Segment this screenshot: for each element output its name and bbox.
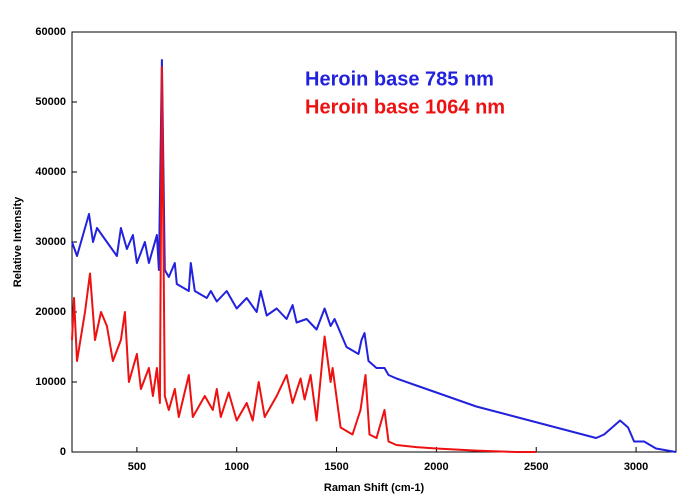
x-axis-label: Raman Shift (cm-1) [324, 482, 425, 494]
legend-label: Heroin base 785 nm [305, 68, 494, 90]
x-tick-label: 3000 [624, 461, 648, 473]
y-tick-label: 60000 [35, 26, 66, 38]
x-tick-label: 1000 [224, 461, 248, 473]
y-tick-label: 10000 [35, 376, 66, 388]
y-tick-label: 0 [60, 446, 66, 458]
series-line [71, 66, 537, 453]
y-tick-label: 50000 [35, 96, 66, 108]
x-tick-label: 2500 [524, 461, 548, 473]
y-tick-label: 20000 [35, 306, 66, 318]
y-tick-label: 30000 [35, 236, 66, 248]
y-axis-label: Relative Intensity [12, 196, 24, 287]
x-tick-label: 1500 [324, 461, 348, 473]
legend-label: Heroin base 1064 nm [305, 96, 505, 118]
x-tick-label: 2000 [424, 461, 448, 473]
x-tick-label: 500 [128, 461, 146, 473]
y-tick-label: 40000 [35, 166, 66, 178]
series-line [71, 59, 677, 453]
